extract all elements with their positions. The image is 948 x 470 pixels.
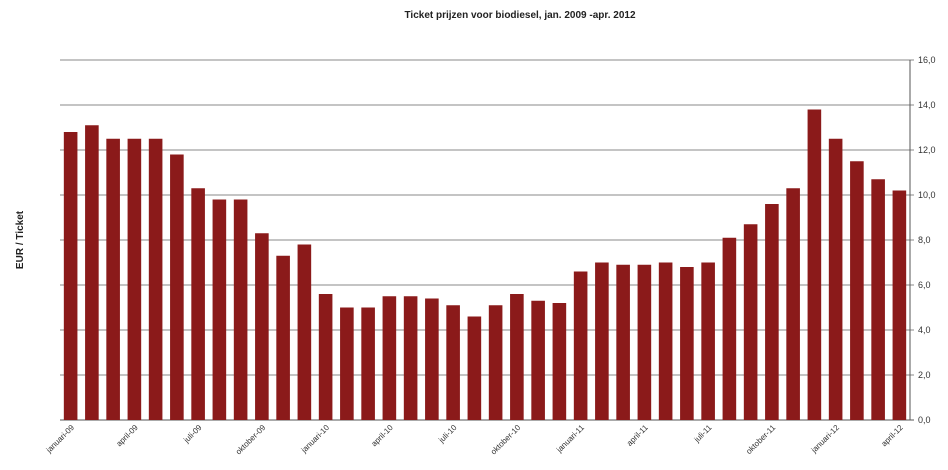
bar — [361, 307, 375, 420]
bar — [340, 307, 354, 420]
x-tick-label: oktober-10 — [489, 423, 523, 457]
bar — [658, 262, 673, 420]
bar — [382, 296, 397, 420]
bar — [828, 138, 843, 420]
x-tick-label: april-09 — [115, 423, 141, 449]
bar — [318, 294, 333, 420]
bar — [552, 303, 567, 420]
x-tick-label: januari-10 — [299, 423, 332, 456]
y-tick-label: 8,0 — [918, 235, 931, 245]
bar — [425, 298, 439, 420]
x-tick-labels: januari-09 april-09 juli-09 oktober-09 janua… — [44, 423, 905, 457]
y-tick-label: 0,0 — [918, 415, 931, 425]
bar — [212, 199, 227, 420]
y-axis-label: EUR / Ticket — [15, 210, 26, 269]
bar — [148, 138, 163, 420]
bar — [446, 305, 460, 420]
bar — [616, 264, 630, 420]
bar — [637, 264, 652, 420]
x-tick-label: april-11 — [625, 423, 650, 448]
x-tick-label: juli-11 — [692, 423, 714, 445]
y-tick-label: 12,0 — [918, 145, 936, 155]
bar — [807, 109, 822, 420]
x-tick-label: januari-12 — [809, 423, 842, 456]
y-tick-label: 2,0 — [918, 370, 931, 380]
bar — [531, 300, 545, 420]
y-tick-label: 14,0 — [918, 100, 936, 110]
bar — [680, 267, 694, 420]
bar — [743, 224, 758, 420]
x-tick-label: april-12 — [880, 423, 906, 449]
gridlines — [60, 59, 914, 421]
y-tick-label: 16,0 — [918, 55, 936, 65]
bar — [786, 188, 800, 420]
bar — [850, 161, 864, 420]
x-tick-label: oktober-11 — [744, 423, 777, 456]
chart-title: Ticket prijzen voor biodiesel, jan. 2009… — [404, 10, 635, 21]
bar — [510, 294, 524, 420]
bar — [106, 138, 120, 420]
bar — [63, 132, 78, 420]
y-tick-label: 6,0 — [918, 280, 931, 290]
y-tick-labels: 0,0 2,0 4,0 6,0 8,0 10,0 12,0 14,0 16,0 — [918, 55, 936, 425]
bar — [255, 233, 269, 420]
bar — [765, 204, 779, 420]
x-tick-label: juli-10 — [436, 423, 459, 446]
x-tick-label: januari-09 — [44, 423, 77, 456]
bar — [170, 154, 184, 420]
x-tick-label: april-10 — [370, 423, 396, 449]
x-tick-label: januari-11 — [554, 423, 586, 455]
y-tick-label: 10,0 — [918, 190, 936, 200]
bar — [297, 244, 312, 420]
bar — [467, 316, 482, 420]
bar — [488, 305, 503, 420]
x-tick-label: juli-09 — [181, 423, 204, 446]
bar — [722, 237, 737, 420]
bar — [191, 188, 205, 420]
y-tick-label: 4,0 — [918, 325, 931, 335]
bar — [233, 199, 248, 420]
x-tick-label: oktober-09 — [234, 423, 268, 457]
bar — [573, 271, 588, 420]
bar — [276, 255, 290, 420]
bar — [871, 179, 885, 420]
bar — [595, 262, 609, 420]
bar — [403, 296, 418, 420]
bar — [892, 190, 907, 420]
bar — [85, 125, 99, 420]
bar — [127, 138, 142, 420]
bar — [701, 262, 715, 420]
bars — [63, 109, 907, 420]
